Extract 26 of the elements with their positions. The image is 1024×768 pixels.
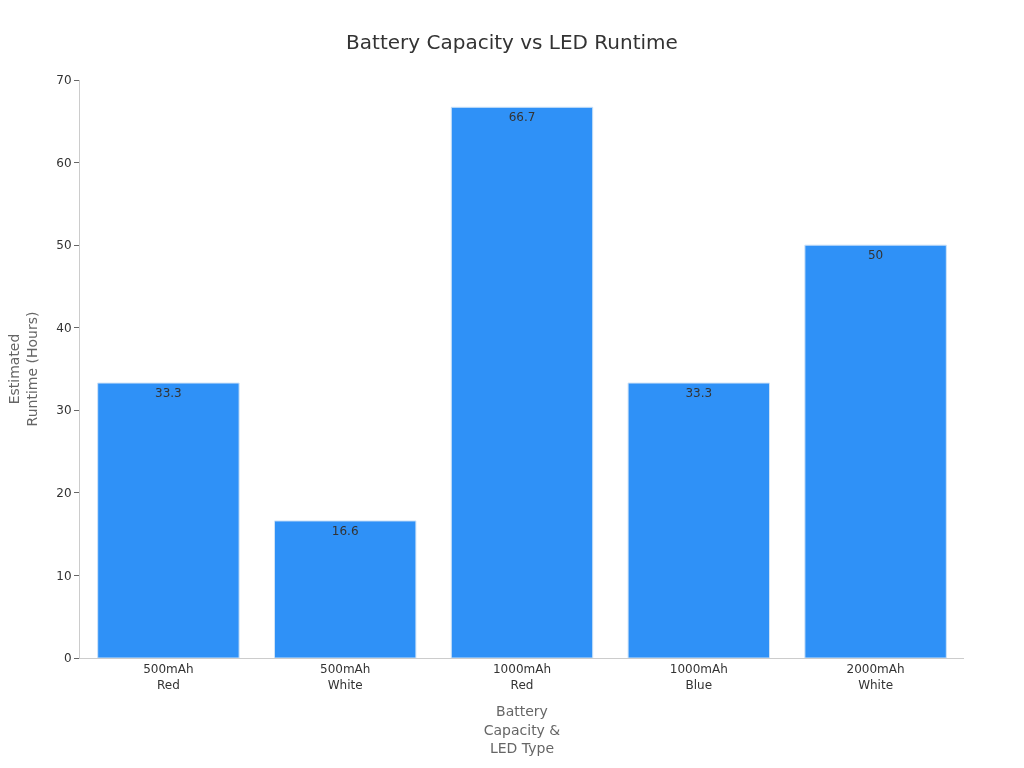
data-label: 50 bbox=[867, 248, 884, 263]
chart-title: Battery Capacity vs LED Runtime bbox=[346, 29, 678, 54]
data-label: 16.6 bbox=[331, 523, 359, 538]
y-tick-label: 0 bbox=[63, 651, 72, 666]
y-tick-label: 40 bbox=[56, 320, 72, 335]
data-label: 33.3 bbox=[155, 386, 182, 401]
data-label: 33.3 bbox=[685, 386, 713, 401]
y-tick-label: 50 bbox=[56, 238, 72, 253]
y-tick-label: 60 bbox=[56, 155, 72, 170]
y-tick-label: 10 bbox=[56, 568, 72, 583]
x-tick-label: 1000mAh Red bbox=[492, 662, 552, 692]
bar bbox=[97, 382, 240, 658]
x-tick-label: 1000mAh Blue bbox=[669, 662, 728, 692]
x-tick-label: 2000mAh White bbox=[846, 662, 905, 692]
data-label: 66.7 bbox=[508, 110, 536, 125]
x-tick-label: 500mAh Red bbox=[143, 662, 194, 692]
y-axis-title: Estimated Runtime (Hours) bbox=[5, 311, 40, 427]
y-tick-label: 20 bbox=[56, 486, 72, 501]
bar bbox=[627, 382, 771, 658]
y-tick-label: 30 bbox=[56, 403, 72, 418]
bar bbox=[804, 244, 947, 658]
bar bbox=[450, 106, 594, 658]
bar bbox=[273, 520, 417, 658]
x-axis-title: Battery Capacity & LED Type bbox=[483, 703, 561, 756]
x-tick-label: 500mAh White bbox=[319, 662, 371, 692]
y-tick-label: 70 bbox=[56, 73, 72, 88]
